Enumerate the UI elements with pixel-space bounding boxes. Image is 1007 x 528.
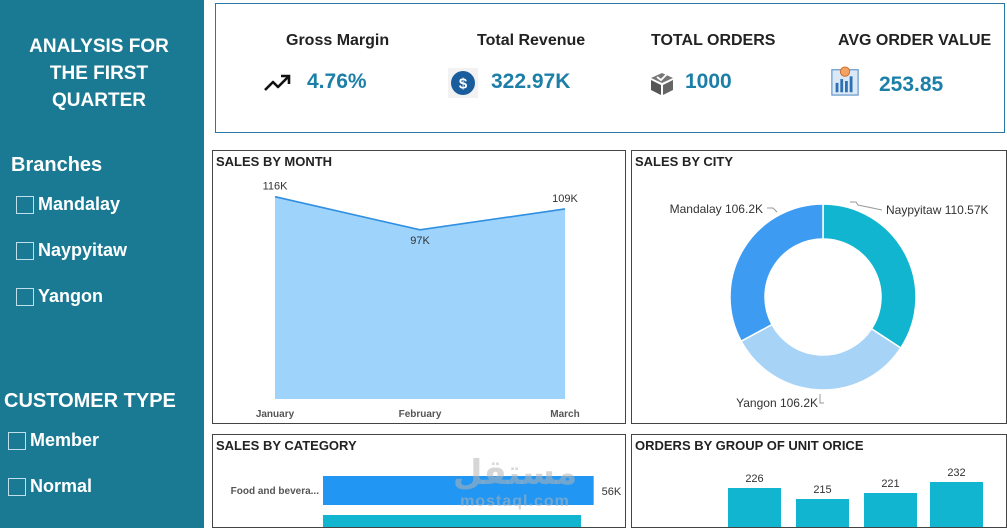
slice-label: Yangon 106.2K xyxy=(736,396,818,410)
branch-label: Yangon xyxy=(38,286,104,306)
kpi-band: Gross Margin 4.76% Total Revenue $ 322.9… xyxy=(215,3,1005,133)
report-chart-icon xyxy=(831,66,859,96)
checkbox[interactable] xyxy=(16,241,34,260)
sales-by-category-panel: SALES BY CATEGORY Food and bevera... 56K xyxy=(212,434,626,528)
sales-by-city-chart: Naypyitaw 110.57K Yangon 106.2K Mandalay 1… xyxy=(670,201,989,410)
branch-label: Mandalay xyxy=(38,194,121,214)
branch-slicer-mandalay[interactable]: Mandalay xyxy=(16,194,120,215)
donut-slice-naypyitaw[interactable] xyxy=(822,203,917,350)
data-label: 116K xyxy=(263,181,289,193)
customer-type-label: Member xyxy=(30,430,100,450)
data-label: 221 xyxy=(881,478,899,490)
leader-line xyxy=(767,207,778,213)
checkbox[interactable] xyxy=(16,195,34,214)
area-series-fill xyxy=(275,196,565,399)
kpi-total-orders: TOTAL ORDERS 1000 xyxy=(606,4,796,134)
data-label: 109K xyxy=(552,193,578,205)
customer-type-label: Normal xyxy=(30,476,93,496)
orders-by-unit-price-panel: ORDERS BY GROUP OF UNIT ORICE 226 215 221 2… xyxy=(631,434,1007,528)
unit-price-bar[interactable] xyxy=(728,488,781,528)
data-label: 215 xyxy=(813,484,831,496)
sales-by-category-chart: Food and bevera... 56K xyxy=(231,476,622,527)
checkbox[interactable] xyxy=(8,477,26,496)
sales-by-month-chart: 116K 97K 109K January February March xyxy=(256,181,580,420)
dollar-icon: $ xyxy=(448,68,478,98)
data-label: 56K xyxy=(602,486,622,498)
unit-price-bar[interactable] xyxy=(796,499,849,528)
donut-slice-yangon[interactable] xyxy=(740,323,902,391)
checkbox[interactable] xyxy=(8,431,26,450)
category-bar-partial xyxy=(323,515,581,527)
unit-price-bar[interactable] xyxy=(930,482,983,528)
x-tick-label: February xyxy=(399,409,442,420)
kpi-label: TOTAL ORDERS xyxy=(651,32,776,49)
leader-line xyxy=(850,201,883,211)
kpi-label: Total Revenue xyxy=(477,32,586,49)
kpi-value: 1000 xyxy=(685,70,732,93)
panel-title: SALES BY MONTH xyxy=(216,154,333,169)
panel-title: SALES BY CITY xyxy=(635,154,734,169)
kpi-label: AVG ORDER VALUE xyxy=(838,32,992,49)
donut-slice-mandalay[interactable] xyxy=(729,203,824,343)
data-label: 97K xyxy=(410,235,430,247)
sales-by-city-panel: SALES BY CITY Naypyitaw 110.57K Yangon 10… xyxy=(631,150,1007,424)
branch-slicer-naypyitaw[interactable]: Naypyitaw xyxy=(16,240,127,261)
sidebar: ANALYSIS FOR THE FIRST QUARTER Branches … xyxy=(0,0,204,528)
kpi-value: 4.76% xyxy=(307,70,367,93)
branch-label: Naypyitaw xyxy=(38,240,128,260)
checkbox[interactable] xyxy=(16,287,34,306)
watermark-logo: مستقل mostaql.com xyxy=(440,452,590,522)
customer-type-heading: CUSTOMER TYPE xyxy=(4,390,176,412)
watermark-main: مستقل xyxy=(452,453,578,493)
kpi-value: 322.97K xyxy=(491,70,571,93)
panel-title: SALES BY CATEGORY xyxy=(216,438,357,453)
customer-slicer-normal[interactable]: Normal xyxy=(8,476,92,497)
area-series-line xyxy=(274,195,566,231)
slice-label: Naypyitaw 110.57K xyxy=(886,203,989,217)
unit-price-bar[interactable] xyxy=(864,493,917,528)
x-tick-label: March xyxy=(550,409,579,420)
data-label: 232 xyxy=(947,467,965,479)
panel-title: ORDERS BY GROUP OF UNIT ORICE xyxy=(635,438,864,453)
leader-line xyxy=(819,394,824,404)
branches-heading: Branches xyxy=(11,154,103,176)
kpi-value: 253.85 xyxy=(879,73,944,96)
dashboard-title: ANALYSIS FOR THE FIRST QUARTER xyxy=(29,36,169,111)
category-bar[interactable] xyxy=(323,476,594,505)
kpi-label: Gross Margin xyxy=(286,32,390,49)
svg-text:$: $ xyxy=(459,76,468,93)
customer-slicer-member[interactable]: Member xyxy=(8,430,99,451)
sales-by-month-panel: SALES BY MONTH 116K 97K 109K January Februa… xyxy=(212,150,626,424)
watermark-url: mostaql.com xyxy=(460,493,570,510)
box-icon xyxy=(651,73,673,95)
trend-up-icon xyxy=(264,74,291,91)
kpi-gross-margin: Gross Margin 4.76% xyxy=(216,4,416,134)
kpi-total-revenue: Total Revenue $ 322.97K xyxy=(416,4,606,134)
branch-slicer-yangon[interactable]: Yangon xyxy=(16,286,103,307)
slice-label: Mandalay 106.2K xyxy=(670,202,763,216)
x-tick-label: January xyxy=(256,409,295,420)
category-label: Food and bevera... xyxy=(231,486,320,497)
data-label: 226 xyxy=(745,473,763,485)
kpi-avg-order-value: AVG ORDER VALUE 253.85 xyxy=(796,4,1006,134)
orders-by-unit-price-chart: 226 215 221 232 xyxy=(728,467,983,528)
